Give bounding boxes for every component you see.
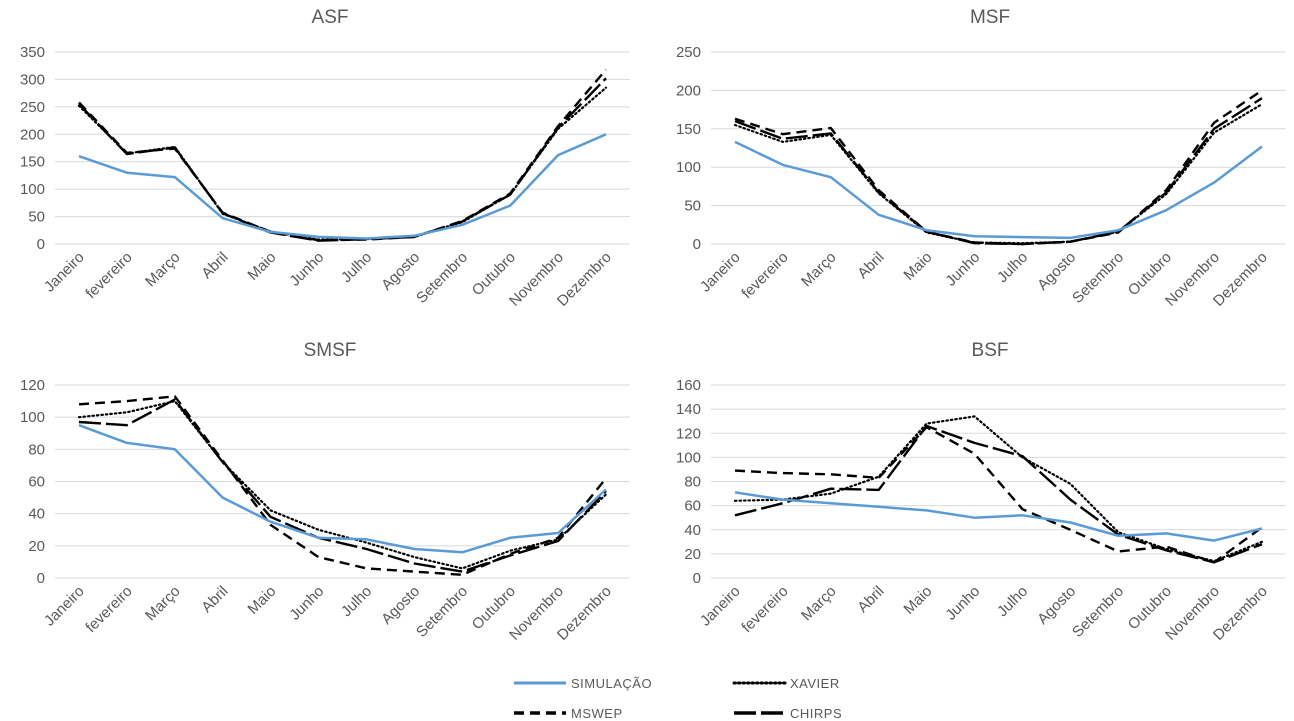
series-line-chirps xyxy=(734,424,1263,564)
x-tick-label: Junho xyxy=(942,249,983,290)
series-line-xavier xyxy=(733,415,1264,563)
y-tick-label: 40 xyxy=(684,522,701,539)
legend-label: XAVIER xyxy=(790,676,840,691)
y-tick-label: 0 xyxy=(37,236,45,253)
x-tick-label: Abril xyxy=(854,583,887,616)
y-tick-label: 200 xyxy=(676,82,701,99)
series-line-simulacao xyxy=(734,140,1263,240)
y-tick-label: 80 xyxy=(684,474,701,491)
x-tick-label: Julho xyxy=(338,583,375,620)
series-line-chirps xyxy=(78,77,607,242)
legend-label: CHIRPS xyxy=(790,706,842,721)
chart-title: SMSF xyxy=(304,340,357,361)
y-tick-label: 100 xyxy=(20,181,45,198)
x-tick-label: Setembro xyxy=(1069,249,1127,307)
x-tick-label: Abril xyxy=(854,249,887,282)
x-tick-label: Julho xyxy=(338,249,375,286)
series-line-mswep xyxy=(734,426,1263,564)
x-tick-label: Maio xyxy=(244,249,279,284)
y-tick-label: 20 xyxy=(28,538,45,555)
series-line-simulacao xyxy=(734,491,1263,542)
y-tick-label: 50 xyxy=(28,209,45,226)
legend: SIMULAÇÃO XAVIER MSWEP CHIRPS xyxy=(514,676,842,721)
series-line-chirps xyxy=(78,398,607,573)
y-tick-label: 160 xyxy=(676,377,701,394)
y-tick-label: 150 xyxy=(676,121,701,138)
series-line-mswep xyxy=(78,395,607,576)
y-tick-label: 140 xyxy=(676,401,701,418)
y-tick-label: 60 xyxy=(28,474,45,491)
y-tick-label: 200 xyxy=(20,126,45,143)
y-tick-label: 300 xyxy=(20,71,45,88)
legend-item-mswep: MSWEP xyxy=(514,706,623,721)
chart-asf: ASF 0 50 100 150 200 250 300 350 Janeirofevereiro… xyxy=(20,7,630,310)
y-tick-label: 100 xyxy=(20,409,45,426)
x-tick-label: Setembro xyxy=(413,249,471,307)
x-tick-label: Julho xyxy=(994,249,1031,286)
x-tick-label: Janeiro xyxy=(41,249,88,296)
series-line-mswep xyxy=(78,68,607,242)
x-tick-label: Março xyxy=(798,249,839,290)
y-tick-label: 0 xyxy=(693,236,701,253)
legend-label: SIMULAÇÃO xyxy=(571,676,652,691)
x-tick-label: Maio xyxy=(244,583,279,618)
series-line-chirps xyxy=(734,97,1263,246)
y-tick-label: 50 xyxy=(684,198,701,215)
x-tick-label: Agosto xyxy=(378,583,423,628)
x-tick-label: Setembro xyxy=(1069,583,1127,641)
series-line-simulacao xyxy=(78,424,607,554)
legend-item-chirps: CHIRPS xyxy=(734,706,842,721)
y-tick-label: 350 xyxy=(20,44,45,61)
legend-item-simulacao: SIMULAÇÃO xyxy=(514,676,652,691)
x-tick-label: fevereiro xyxy=(82,583,135,636)
legend-label: MSWEP xyxy=(571,706,623,721)
x-tick-label: Junho xyxy=(286,583,327,624)
y-tick-label: 0 xyxy=(37,570,45,587)
x-tick-label: Março xyxy=(142,583,183,624)
x-tick-label: fevereiro xyxy=(738,249,791,302)
x-tick-label: Janeiro xyxy=(41,583,88,630)
x-tick-label: Setembro xyxy=(413,583,471,641)
x-tick-label: Janeiro xyxy=(697,249,744,296)
y-tick-label: 100 xyxy=(676,449,701,466)
x-tick-label: fevereiro xyxy=(738,583,791,636)
x-tick-label: Março xyxy=(798,583,839,624)
y-tick-label: 250 xyxy=(676,44,701,61)
y-tick-label: 60 xyxy=(684,498,701,515)
y-tick-label: 250 xyxy=(20,99,45,116)
y-tick-label: 120 xyxy=(20,377,45,394)
x-tick-label: Abril xyxy=(198,583,231,616)
y-tick-label: 20 xyxy=(684,546,701,563)
x-tick-label: Junho xyxy=(286,249,327,290)
series-line-simulacao xyxy=(78,133,607,240)
y-tick-label: 150 xyxy=(20,154,45,171)
x-tick-label: Julho xyxy=(994,583,1031,620)
x-tick-label: Maio xyxy=(900,583,935,618)
x-tick-label: Junho xyxy=(942,583,983,624)
x-tick-label: Agosto xyxy=(1034,583,1079,628)
x-tick-label: Agosto xyxy=(378,249,423,294)
x-tick-label: Março xyxy=(142,249,183,290)
y-tick-label: 40 xyxy=(28,506,45,523)
x-tick-label: Agosto xyxy=(1034,249,1079,294)
y-tick-label: 0 xyxy=(693,570,701,587)
y-tick-label: 120 xyxy=(676,425,701,442)
chart-bsf: BSF 0 20 40 60 80 100 120 140 160 Janeirofevereiro… xyxy=(676,340,1286,644)
y-tick-label: 80 xyxy=(28,441,45,458)
x-tick-label: fevereiro xyxy=(82,249,135,302)
y-tick-label: 100 xyxy=(676,159,701,176)
chart-title: MSF xyxy=(970,7,1010,28)
x-tick-label: Maio xyxy=(900,249,935,284)
x-tick-label: Janeiro xyxy=(697,583,744,630)
chart-title: ASF xyxy=(312,7,349,28)
legend-item-xavier: XAVIER xyxy=(732,676,840,691)
x-tick-label: Abril xyxy=(198,249,231,282)
chart-title: BSF xyxy=(972,340,1009,361)
